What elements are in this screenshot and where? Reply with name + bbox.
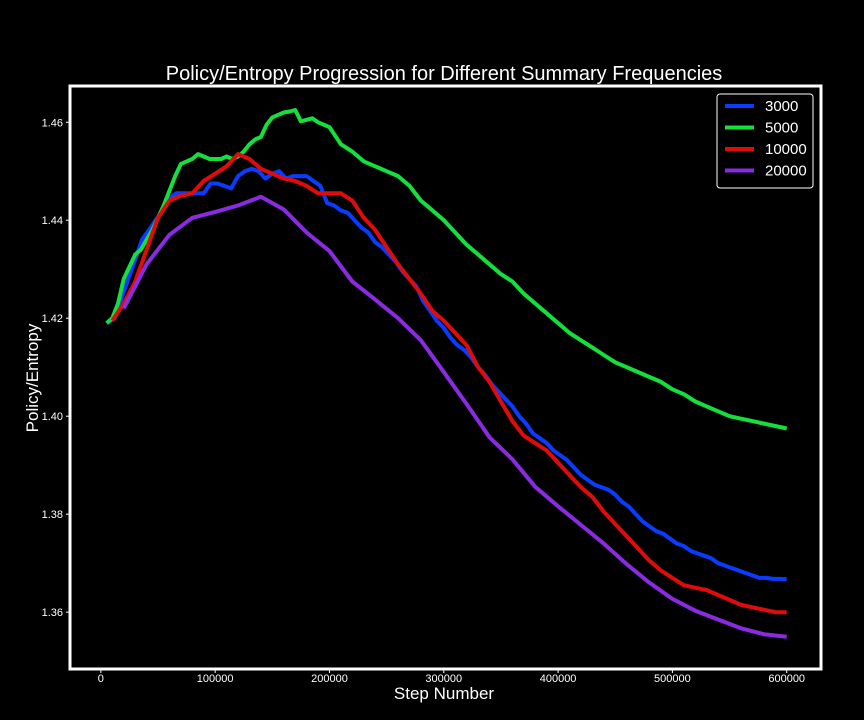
y-axis-label: Policy/Entropy xyxy=(23,323,42,432)
x-tick-label: 100000 xyxy=(197,673,234,685)
y-tick-label: 1.38 xyxy=(42,509,63,521)
x-axis: 0 100000 200000 300000 400000 500000 600000 xyxy=(98,669,805,685)
series-line-5000 xyxy=(105,108,788,431)
legend-label-3000: 3000 xyxy=(765,98,798,115)
series-line-20000 xyxy=(121,194,787,639)
y-axis: 1.36 1.38 1.40 1.42 1.44 1.46 xyxy=(42,117,70,619)
legend: 3000 5000 10000 20000 xyxy=(716,93,814,189)
series-layer xyxy=(105,108,788,639)
y-tick-label: 1.40 xyxy=(42,411,63,423)
series-line-3000 xyxy=(106,166,787,582)
x-tick-label: 400000 xyxy=(540,673,577,685)
legend-label-5000: 5000 xyxy=(765,120,798,137)
y-tick-label: 1.42 xyxy=(42,313,63,325)
x-tick-label: 500000 xyxy=(654,673,691,685)
plot-frame xyxy=(68,84,823,671)
legend-label-20000: 20000 xyxy=(765,163,807,180)
x-tick-label: 300000 xyxy=(425,673,462,685)
x-tick-label: 600000 xyxy=(768,673,805,685)
y-tick-label: 1.36 xyxy=(42,607,63,619)
chart-title: Policy/Entropy Progression for Different… xyxy=(166,63,723,85)
legend-label-10000: 10000 xyxy=(765,141,807,158)
x-tick-label: 0 xyxy=(98,673,104,685)
legend-box xyxy=(716,93,814,189)
y-tick-label: 1.44 xyxy=(42,215,63,227)
x-tick-label: 200000 xyxy=(311,673,348,685)
series-line-10000 xyxy=(110,152,787,615)
x-axis-label: Step Number xyxy=(394,684,494,703)
y-tick-label: 1.46 xyxy=(42,117,63,129)
